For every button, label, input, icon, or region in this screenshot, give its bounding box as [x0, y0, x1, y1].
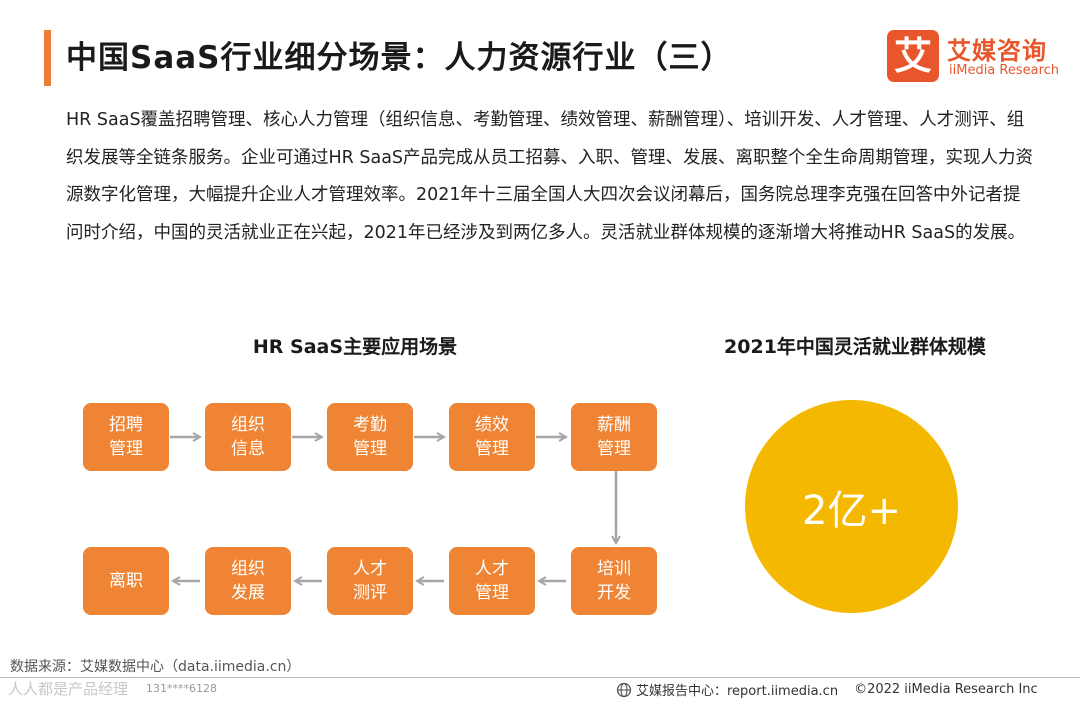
step-attendance: 考勤管理: [327, 403, 413, 471]
scale-title: 2021年中国灵活就业群体规模: [724, 336, 986, 358]
copyright: ©2022 iiMedia Research Inc: [854, 682, 1038, 697]
brand-name-cn: 艾媒咨询: [947, 37, 1047, 65]
step-org-development: 组织发展: [205, 547, 291, 615]
report-center-link[interactable]: 艾媒报告中心：report.iimedia.cn: [636, 684, 839, 699]
step-compensation: 薪酬管理: [571, 403, 657, 471]
footer-divider: [0, 677, 1080, 678]
step-org-info: 组织信息: [205, 403, 291, 471]
intro-paragraph: HR SaaS覆盖招聘管理、核心人力管理（组织信息、考勤管理、绩效管理、薪酬管理…: [66, 110, 1034, 243]
brand-name-en: iiMedia Research: [949, 63, 1060, 78]
brand-mark-icon: 艾: [887, 30, 939, 82]
globe-icon: [616, 682, 632, 697]
footer-report: 艾媒报告中心：report.iimedia.cn ©2022 iiMedia R…: [616, 680, 1038, 699]
step-talent-assessment: 人才测评: [327, 547, 413, 615]
data-source: 数据来源：艾媒数据中心（data.iimedia.cn）: [10, 659, 301, 675]
page-title: 中国SaaS行业细分场景：人力资源行业（三）: [66, 40, 733, 76]
step-performance: 绩效管理: [449, 403, 535, 471]
title-accent-bar: [44, 30, 51, 86]
step-resignation: 离职: [83, 547, 169, 615]
flow-title: HR SaaS主要应用场景: [252, 336, 458, 358]
watermark: 人人都是产品经理: [8, 680, 129, 698]
watermark-phone: 131****6128: [146, 682, 217, 695]
step-talent-management: 人才管理: [449, 547, 535, 615]
scale-value: 2亿+: [802, 487, 901, 534]
step-training: 培训开发: [571, 547, 657, 615]
scale-circle: 2亿+: [745, 400, 958, 613]
brand-logo: 艾 艾媒咨询 iiMedia Research: [887, 30, 1067, 84]
step-recruitment: 招聘管理: [83, 403, 169, 471]
